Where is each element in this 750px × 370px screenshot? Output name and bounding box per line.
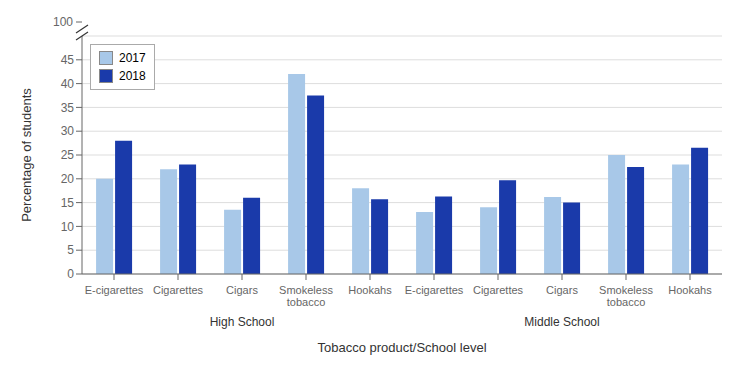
svg-text:40: 40	[61, 77, 75, 91]
svg-text:5: 5	[67, 243, 74, 257]
svg-text:Hookahs: Hookahs	[348, 284, 392, 296]
html-text:2017: 2017	[119, 51, 146, 65]
svg-text:Percentage of students: Percentage of students	[19, 88, 34, 222]
svg-text:Cigarettes: Cigarettes	[153, 284, 204, 296]
svg-text:Smokelesstobacco: Smokelesstobacco	[279, 284, 333, 308]
svg-text:Hookahs: Hookahs	[668, 284, 712, 296]
svg-text:Cigars: Cigars	[226, 284, 258, 296]
svg-text:Tobacco product/School level: Tobacco product/School level	[317, 340, 486, 355]
svg-text:Cigarettes: Cigarettes	[473, 284, 524, 296]
svg-text:15: 15	[61, 196, 75, 210]
svg-text:Middle School: Middle School	[524, 315, 599, 329]
svg-text:25: 25	[61, 148, 75, 162]
svg-text:Smokelesstobacco: Smokelesstobacco	[599, 284, 653, 308]
svg-text:30: 30	[61, 124, 75, 138]
svg-text:High School: High School	[210, 315, 275, 329]
svg-text:E-cigarettes: E-cigarettes	[405, 284, 464, 296]
svg-text:100: 100	[53, 15, 73, 29]
svg-text:0: 0	[67, 267, 74, 281]
svg-text:45: 45	[61, 53, 75, 67]
svg-text:E-cigarettes: E-cigarettes	[85, 284, 144, 296]
svg-text:20: 20	[61, 172, 75, 186]
html-text:2018: 2018	[119, 69, 146, 83]
svg-text:35: 35	[61, 101, 75, 115]
svg-text:10: 10	[61, 220, 75, 234]
svg-text:Cigars: Cigars	[546, 284, 578, 296]
